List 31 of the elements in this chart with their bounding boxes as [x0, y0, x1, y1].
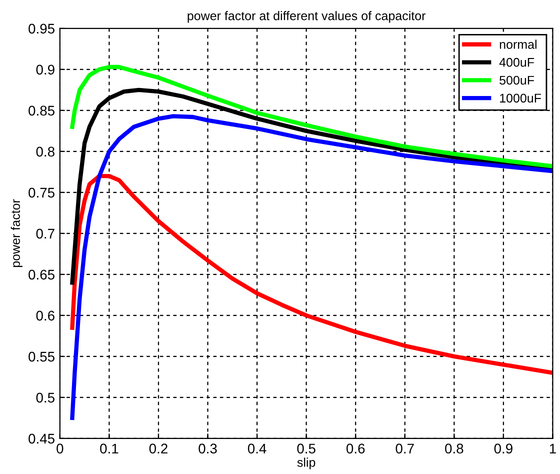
x-tick-label: 0.8	[445, 444, 464, 454]
y-tick-label: 0.65	[28, 270, 54, 280]
x-tick-label: 0.2	[149, 444, 168, 454]
legend-label: 1000uF	[500, 94, 541, 103]
y-axis-title: power factor	[10, 199, 22, 268]
y-tick-label: 0.85	[28, 106, 54, 116]
y-tick-label: 0.9	[36, 64, 54, 75]
y-tick-label: 0.45	[28, 434, 54, 444]
x-tick-label: 0.3	[198, 444, 217, 454]
legend-label: 500uF	[500, 76, 534, 85]
y-tick-label: 0.55	[28, 352, 54, 362]
y-tick-label: 0.7	[36, 228, 54, 239]
x-tick-label: 0.6	[346, 444, 365, 454]
y-tick-label: 0.6	[36, 310, 54, 321]
line-series	[70, 114, 553, 420]
y-tick-label: 0.95	[28, 24, 54, 34]
x-tick-label: 0.9	[494, 444, 512, 454]
x-tick-label: 1	[550, 444, 556, 454]
x-tick-label: 0.1	[100, 444, 118, 454]
x-tick-label: 0	[56, 444, 64, 454]
x-tick-label: 0.4	[248, 444, 266, 454]
x-tick-label: 0.7	[396, 444, 414, 454]
legend-label: 400uF	[499, 58, 534, 67]
line-series	[70, 174, 553, 375]
y-tick-label: 0.75	[28, 188, 54, 198]
legend-label: normal	[500, 40, 536, 49]
x-tick-label: 0.5	[297, 444, 316, 454]
chart-title: power factor at different values of capacitor	[188, 11, 426, 23]
y-tick-label: 0.8	[36, 146, 54, 157]
y-tick-label: 0.5	[36, 392, 54, 403]
x-axis-title: slip	[297, 458, 316, 470]
